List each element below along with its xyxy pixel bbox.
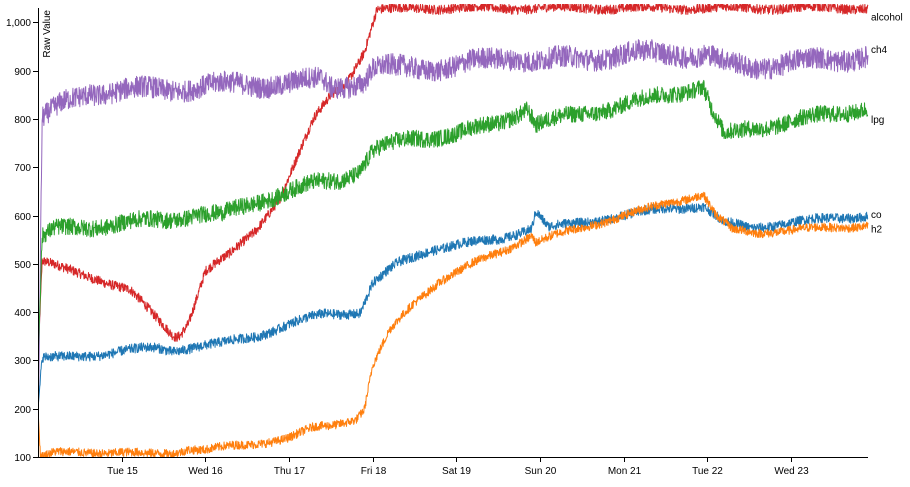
y-tick-label: 1,000 bbox=[6, 18, 31, 29]
y-tick-label: 700 bbox=[14, 163, 31, 174]
series-label-h2: h2 bbox=[871, 225, 883, 236]
y-tick-label: 800 bbox=[14, 115, 31, 126]
y-tick-label: 200 bbox=[14, 405, 31, 416]
y-tick-label: 300 bbox=[14, 356, 31, 367]
x-tick-label: Sat 19 bbox=[442, 466, 471, 477]
series-line-lpg bbox=[38, 79, 869, 361]
y-tick-label: 400 bbox=[14, 308, 31, 319]
series-line-h2 bbox=[38, 191, 869, 457]
series-line-ch4 bbox=[38, 39, 869, 443]
y-tick-label: 600 bbox=[14, 212, 31, 223]
series-label-ch4: ch4 bbox=[871, 45, 888, 56]
x-tick-label: Tue 22 bbox=[692, 466, 723, 477]
x-tick-label: Wed 16 bbox=[188, 466, 223, 477]
series-label-alcohol: alcohol bbox=[871, 13, 903, 24]
series-label-co: co bbox=[871, 210, 882, 221]
y-tick-label: 100 bbox=[14, 453, 31, 464]
x-tick-label: Mon 21 bbox=[608, 466, 642, 477]
series-labels: alcohol ch4 lpg co h2 bbox=[871, 13, 903, 236]
series-line-alcohol bbox=[38, 4, 869, 361]
x-tick-label: Sun 20 bbox=[525, 466, 557, 477]
axis-layer: 100 200 300 400 500 600 700 800 900 1,000 Tue 15 W… bbox=[6, 8, 868, 477]
x-tick-label: Tue 15 bbox=[107, 466, 138, 477]
x-tick-label: Fri 18 bbox=[361, 466, 387, 477]
x-axis-ticks: Tue 15 Wed 16 Thu 17 Fri 18 Sat 19 Sun 20 Mon … bbox=[107, 457, 809, 477]
y-tick-label: 500 bbox=[14, 260, 31, 271]
x-tick-label: Thu 17 bbox=[274, 466, 306, 477]
series-line-co bbox=[38, 202, 869, 409]
y-axis-ticks: 100 200 300 400 500 600 700 800 900 1,000 bbox=[6, 18, 38, 464]
series-layer bbox=[38, 4, 869, 457]
series-label-lpg: lpg bbox=[871, 115, 884, 126]
y-axis-label: Raw Value bbox=[42, 10, 53, 58]
x-tick-label: Wed 23 bbox=[774, 466, 809, 477]
y-tick-label: 900 bbox=[14, 67, 31, 78]
